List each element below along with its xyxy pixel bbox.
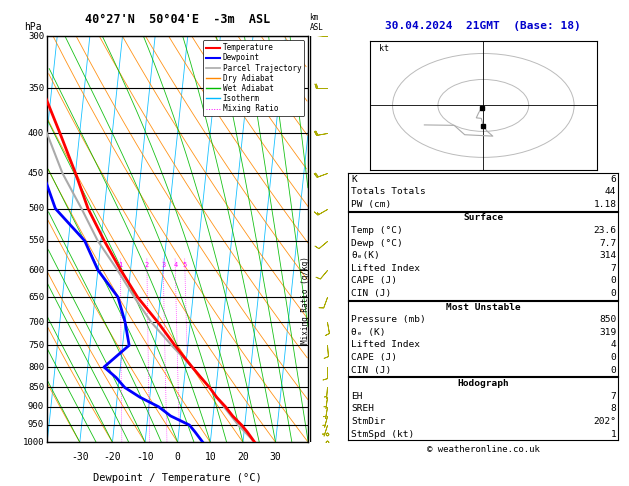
Text: kt: kt [379, 44, 389, 53]
Text: 2LCL: 2LCL [309, 385, 328, 394]
Text: PW (cm): PW (cm) [351, 200, 391, 209]
Text: 550: 550 [28, 236, 44, 245]
Text: 5: 5 [183, 262, 187, 268]
Text: 0: 0 [611, 353, 616, 362]
Text: StmDir: StmDir [351, 417, 386, 426]
Text: 7.7: 7.7 [599, 239, 616, 248]
Text: Hodograph: Hodograph [458, 379, 509, 388]
Text: 4: 4 [611, 340, 616, 349]
Text: 0: 0 [175, 452, 181, 462]
Text: 950: 950 [28, 420, 44, 430]
Text: 6: 6 [611, 174, 616, 184]
Text: 500: 500 [28, 204, 44, 213]
Text: 400: 400 [28, 129, 44, 138]
Text: 23.6: 23.6 [593, 226, 616, 235]
Text: -6: -6 [309, 263, 320, 272]
Text: CAPE (J): CAPE (J) [351, 277, 397, 285]
Text: 314: 314 [599, 251, 616, 260]
Text: -5: -5 [309, 303, 320, 312]
Text: hPa: hPa [24, 22, 42, 33]
Text: -20: -20 [104, 452, 121, 462]
Text: -10: -10 [136, 452, 154, 462]
Text: 7: 7 [611, 392, 616, 401]
Text: 4: 4 [173, 262, 177, 268]
Text: Lifted Index: Lifted Index [351, 340, 420, 349]
Text: CIN (J): CIN (J) [351, 289, 391, 298]
Text: 850: 850 [28, 383, 44, 392]
Text: 44: 44 [605, 187, 616, 196]
Text: 0: 0 [611, 365, 616, 375]
Text: Temp (°C): Temp (°C) [351, 226, 403, 235]
Text: 800: 800 [28, 363, 44, 372]
Text: Mixing Ratio (g/kg): Mixing Ratio (g/kg) [301, 256, 309, 344]
Text: Dewp (°C): Dewp (°C) [351, 239, 403, 248]
Text: 700: 700 [28, 317, 44, 327]
Text: -4: -4 [309, 339, 320, 347]
Text: 30.04.2024  21GMT  (Base: 18): 30.04.2024 21GMT (Base: 18) [385, 20, 581, 31]
Text: 750: 750 [28, 341, 44, 350]
Text: 2: 2 [145, 262, 149, 268]
Text: 1: 1 [611, 430, 616, 438]
Text: -30: -30 [71, 452, 89, 462]
Text: CIN (J): CIN (J) [351, 365, 391, 375]
Text: 0: 0 [611, 277, 616, 285]
Text: 600: 600 [28, 265, 44, 275]
Text: 650: 650 [28, 293, 44, 301]
Text: 300: 300 [28, 32, 44, 41]
Text: Lifted Index: Lifted Index [351, 264, 420, 273]
Text: 202°: 202° [593, 417, 616, 426]
Text: θₑ (K): θₑ (K) [351, 328, 386, 337]
Text: 0: 0 [611, 289, 616, 298]
Text: Most Unstable: Most Unstable [447, 303, 521, 312]
Text: 1000: 1000 [23, 438, 44, 447]
Text: K: K [351, 174, 357, 184]
Text: StmSpd (kt): StmSpd (kt) [351, 430, 415, 438]
Text: 30: 30 [270, 452, 281, 462]
Text: 8: 8 [611, 404, 616, 414]
Text: θₑ(K): θₑ(K) [351, 251, 380, 260]
Text: -8: -8 [309, 165, 320, 174]
Text: 319: 319 [599, 328, 616, 337]
Text: -2: -2 [309, 400, 320, 409]
Text: © weatheronline.co.uk: © weatheronline.co.uk [427, 445, 540, 454]
Text: 10: 10 [204, 452, 216, 462]
Text: Pressure (mb): Pressure (mb) [351, 315, 426, 324]
Text: 350: 350 [28, 84, 44, 93]
Text: -3: -3 [309, 371, 320, 380]
Text: CAPE (J): CAPE (J) [351, 353, 397, 362]
Text: 1.18: 1.18 [593, 200, 616, 209]
Text: -1: -1 [309, 426, 320, 435]
Text: 1: 1 [118, 262, 123, 268]
Text: Dewpoint / Temperature (°C): Dewpoint / Temperature (°C) [93, 473, 262, 483]
Legend: Temperature, Dewpoint, Parcel Trajectory, Dry Adiabat, Wet Adiabat, Isotherm, Mi: Temperature, Dewpoint, Parcel Trajectory… [203, 40, 304, 116]
Text: 900: 900 [28, 402, 44, 411]
Text: km
ASL: km ASL [309, 13, 323, 33]
Text: -7: -7 [309, 217, 320, 226]
Text: EH: EH [351, 392, 362, 401]
Text: 40°27'N  50°04'E  -3m  ASL: 40°27'N 50°04'E -3m ASL [85, 13, 270, 26]
Text: SREH: SREH [351, 404, 374, 414]
Text: Surface: Surface [464, 213, 504, 223]
Text: 850: 850 [599, 315, 616, 324]
Text: Totals Totals: Totals Totals [351, 187, 426, 196]
Text: 3: 3 [161, 262, 165, 268]
Text: 20: 20 [237, 452, 249, 462]
Text: 450: 450 [28, 169, 44, 177]
Text: 7: 7 [611, 264, 616, 273]
